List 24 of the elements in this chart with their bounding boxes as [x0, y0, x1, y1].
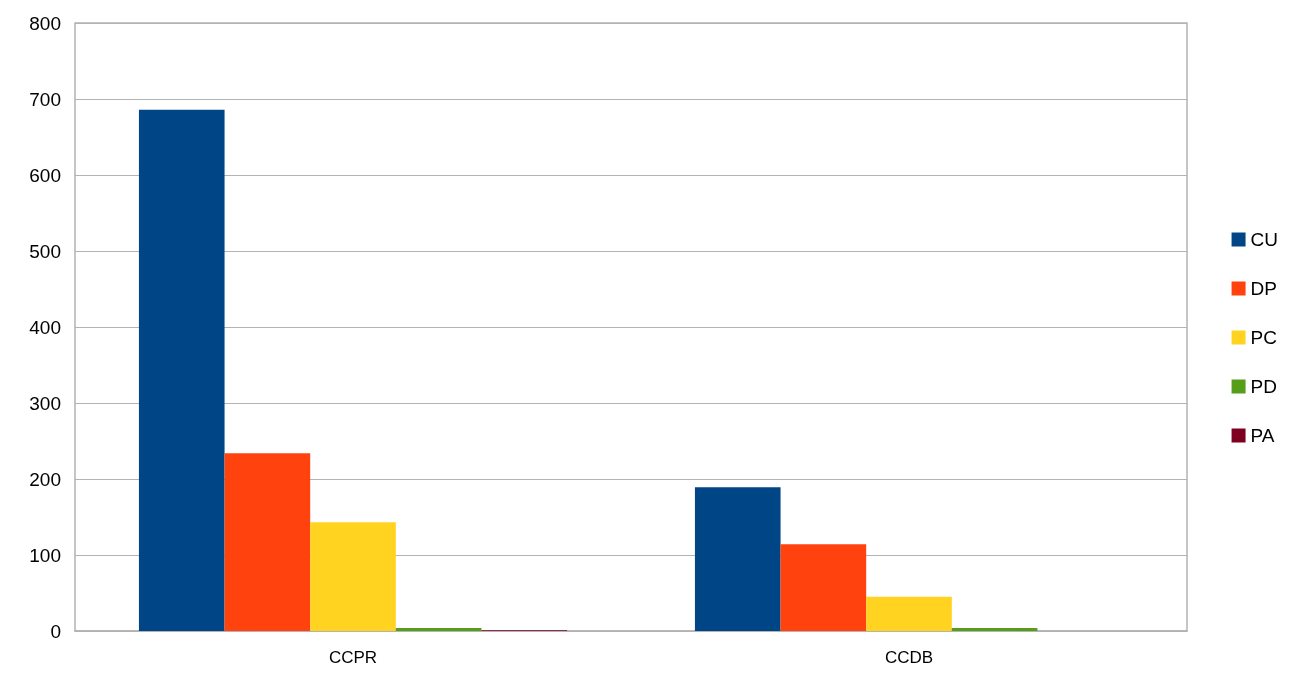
bar: [138, 109, 225, 631]
bar: [224, 453, 311, 631]
legend-label: PA: [1250, 425, 1275, 446]
y-tick-label: 700: [29, 88, 61, 110]
bar: [310, 522, 396, 631]
bar: [780, 544, 867, 631]
y-tick-label: 600: [29, 164, 61, 186]
y-tick-label: 200: [29, 468, 61, 490]
legend-label: PC: [1250, 327, 1277, 348]
bar: [951, 627, 1038, 631]
y-tick-label: 500: [29, 240, 61, 262]
x-tick-label: CCDB: [884, 648, 934, 667]
legend-label: CU: [1250, 229, 1279, 250]
y-tick-label: 0: [50, 620, 61, 642]
y-tick-label: 400: [29, 316, 61, 338]
y-tick-label: 100: [29, 544, 61, 566]
legend-label: DP: [1250, 278, 1277, 299]
bar: [395, 627, 482, 631]
bar: [866, 596, 952, 631]
bar: [694, 487, 781, 631]
legend-label: PD: [1250, 376, 1277, 397]
y-tick-label: 800: [29, 12, 61, 34]
y-tick-label: 300: [29, 392, 61, 414]
x-tick-label: CCPR: [328, 648, 378, 667]
